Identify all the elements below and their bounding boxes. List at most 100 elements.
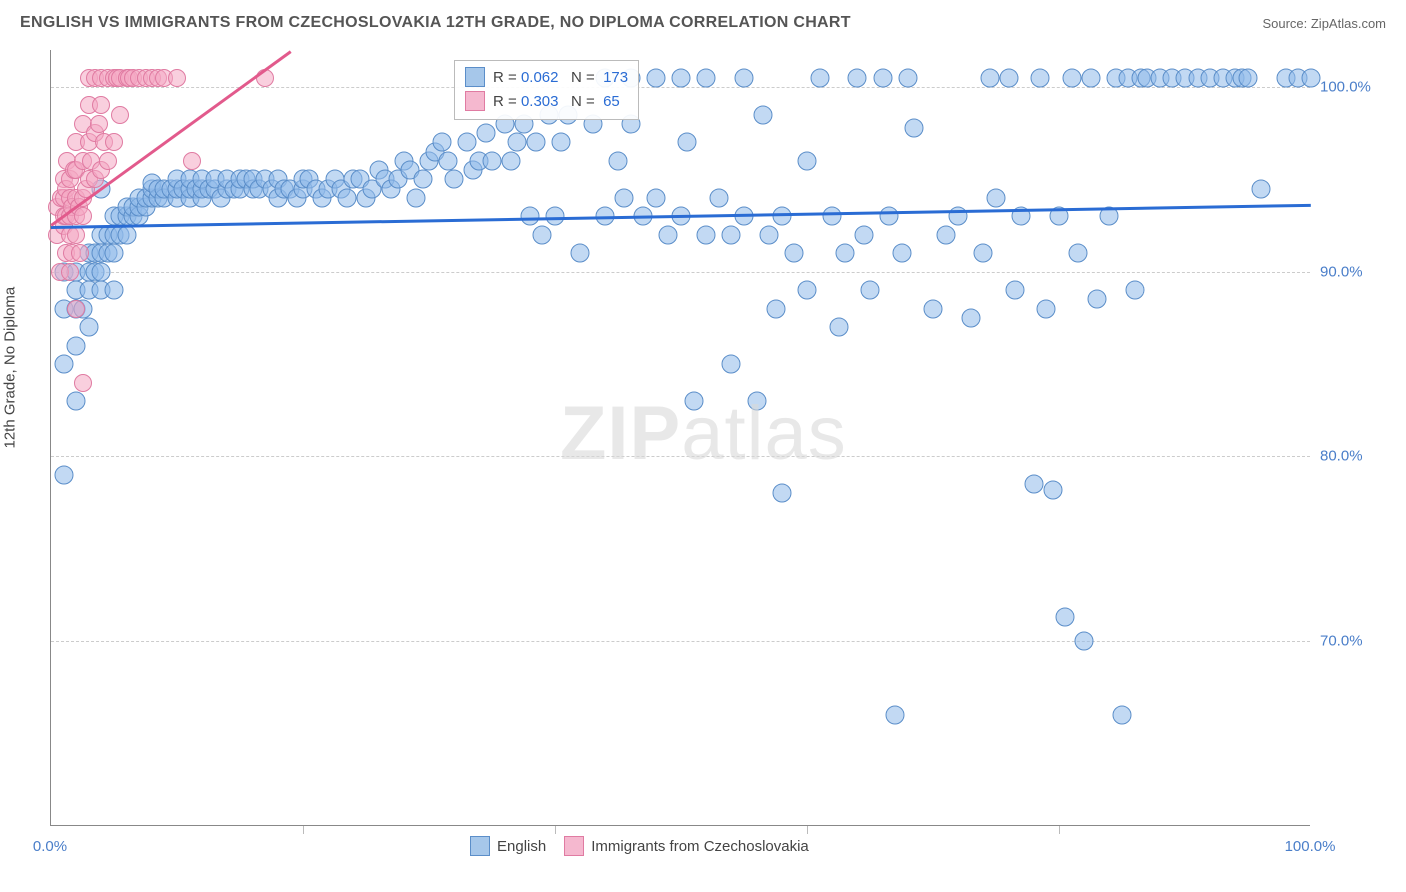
point-english (438, 151, 457, 170)
point-english (501, 151, 520, 170)
point-english (766, 299, 785, 318)
legend-stats: R = 0.062 N = 173 (493, 69, 628, 86)
legend-swatch (470, 836, 490, 856)
point-english (886, 706, 905, 725)
point-english (697, 68, 716, 87)
gridline-h (51, 272, 1310, 273)
point-english (905, 118, 924, 137)
point-czech (111, 106, 129, 124)
chart-title: ENGLISH VS IMMIGRANTS FROM CZECHOSLOVAKI… (20, 14, 851, 32)
point-english (483, 151, 502, 170)
legend-label: Immigrants from Czechoslovakia (591, 838, 809, 855)
x-tick-label: 0.0% (33, 838, 67, 855)
point-english (879, 207, 898, 226)
point-english (924, 299, 943, 318)
point-english (678, 133, 697, 152)
point-english (1113, 706, 1132, 725)
point-english (520, 207, 539, 226)
bottom-legend-item: Immigrants from Czechoslovakia (564, 836, 809, 856)
point-english (1081, 68, 1100, 87)
legend-swatch (564, 836, 584, 856)
x-tick (1059, 826, 1060, 834)
point-english (835, 244, 854, 263)
point-english (105, 281, 124, 300)
point-czech (71, 244, 89, 262)
point-english (974, 244, 993, 263)
point-czech (74, 374, 92, 392)
y-tick-label: 70.0% (1320, 633, 1363, 650)
point-czech (74, 207, 92, 225)
point-english (571, 244, 590, 263)
x-tick (555, 826, 556, 834)
point-english (1087, 290, 1106, 309)
point-english (861, 281, 880, 300)
point-english (684, 392, 703, 411)
point-english (533, 225, 552, 244)
point-english (615, 188, 634, 207)
point-english (1251, 179, 1270, 198)
point-english (1031, 68, 1050, 87)
point-english (1125, 281, 1144, 300)
point-english (1302, 68, 1321, 87)
point-english (709, 188, 728, 207)
point-czech (92, 96, 110, 114)
point-english (1062, 68, 1081, 87)
point-english (527, 133, 546, 152)
point-english (798, 151, 817, 170)
point-english (432, 133, 451, 152)
point-english (722, 225, 741, 244)
y-tick-label: 100.0% (1320, 78, 1371, 95)
point-english (999, 68, 1018, 87)
point-english (79, 318, 98, 337)
point-english (609, 151, 628, 170)
point-english (552, 133, 571, 152)
point-english (407, 188, 426, 207)
bottom-legend: English Immigrants from Czechoslovakia (470, 836, 809, 856)
point-english (1068, 244, 1087, 263)
point-english (810, 68, 829, 87)
plot-area (50, 50, 1310, 826)
point-english (54, 355, 73, 374)
point-english (1075, 632, 1094, 651)
y-axis-label: 12th Grade, No Diploma (2, 287, 19, 449)
point-english (117, 225, 136, 244)
point-english (936, 225, 955, 244)
source-label: Source: ZipAtlas.com (1262, 16, 1386, 31)
point-english (1239, 68, 1258, 87)
point-english (508, 133, 527, 152)
point-english (445, 170, 464, 189)
point-english (338, 188, 357, 207)
legend-swatch (465, 91, 485, 111)
legend-row: R = 0.062 N = 173 (465, 65, 628, 89)
point-english (67, 392, 86, 411)
point-english (722, 355, 741, 374)
point-czech (61, 263, 79, 281)
point-english (67, 336, 86, 355)
legend-stats: R = 0.303 N = 65 (493, 93, 620, 110)
point-english (829, 318, 848, 337)
point-czech (67, 226, 85, 244)
gridline-h (51, 456, 1310, 457)
point-english (823, 207, 842, 226)
point-english (1005, 281, 1024, 300)
point-english (457, 133, 476, 152)
x-tick (807, 826, 808, 834)
x-tick-label: 100.0% (1285, 838, 1336, 855)
point-english (1037, 299, 1056, 318)
point-english (898, 68, 917, 87)
point-czech (67, 300, 85, 318)
point-english (753, 105, 772, 124)
bottom-legend-item: English (470, 836, 546, 856)
point-english (92, 262, 111, 281)
x-tick (303, 826, 304, 834)
point-english (1043, 480, 1062, 499)
point-english (646, 188, 665, 207)
point-english (413, 170, 432, 189)
legend-box: R = 0.062 N = 173 R = 0.303 N = 65 (454, 60, 639, 120)
point-english (672, 68, 691, 87)
point-english (892, 244, 911, 263)
point-czech (183, 152, 201, 170)
point-english (697, 225, 716, 244)
point-english (798, 281, 817, 300)
point-english (760, 225, 779, 244)
